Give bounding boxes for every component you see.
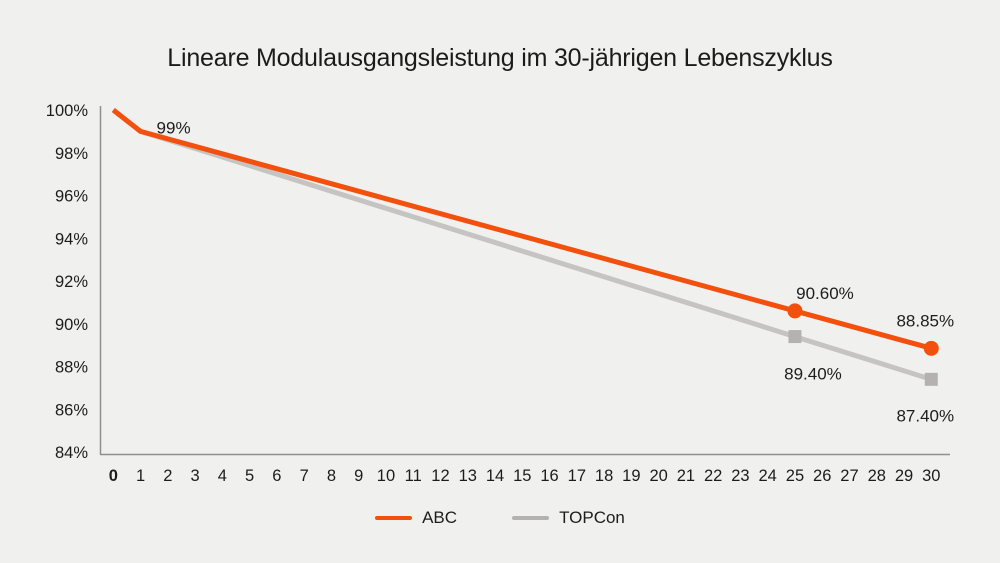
x-tick-label-14: 14 — [486, 467, 504, 485]
x-tick-label-19: 19 — [622, 467, 640, 485]
legend-label-topcon: TOPCon — [559, 508, 625, 527]
x-tick-label-3: 3 — [191, 467, 200, 485]
abc-marker-25 — [787, 303, 803, 319]
x-tick-label-17: 17 — [568, 467, 586, 485]
legend-item-topcon[interactable]: TOPCon — [512, 508, 625, 528]
topcon-data-label-89.40%: 89.40% — [784, 365, 842, 384]
x-tick-label-2: 2 — [163, 467, 172, 485]
topcon-line-swatch-icon — [512, 515, 550, 521]
x-tick-label-21: 21 — [677, 467, 695, 485]
y-tick-label-84: 84% — [55, 444, 88, 462]
x-tick-label-9: 9 — [354, 467, 363, 485]
y-tick-label-86: 86% — [55, 401, 88, 419]
y-tick-label-88: 88% — [55, 359, 88, 377]
x-tick-label-6: 6 — [272, 467, 281, 485]
x-tick-label-20: 20 — [649, 467, 667, 485]
x-tick-label-29: 29 — [895, 467, 913, 485]
x-tick-label-7: 7 — [300, 467, 309, 485]
chart-title: Lineare Modulausgangsleistung im 30-jähr… — [167, 44, 833, 72]
x-tick-label-11: 11 — [405, 467, 422, 485]
y-tick-label-92: 92% — [55, 273, 88, 291]
x-tick-label-18: 18 — [595, 467, 613, 485]
x-tick-label-25: 25 — [786, 467, 804, 485]
abc-line — [111, 108, 932, 351]
x-tick-label-22: 22 — [704, 467, 722, 485]
y-tick-label-96: 96% — [55, 188, 88, 206]
x-tick-label-12: 12 — [431, 467, 449, 485]
abc-data-label-90.60%: 90.60% — [796, 284, 854, 303]
x-tick-label-0: 0 — [109, 467, 118, 485]
x-tick-label-30: 30 — [922, 467, 940, 485]
abc-line-swatch-icon — [375, 515, 413, 521]
y-tick-label-90: 90% — [55, 316, 88, 334]
x-tick-label-8: 8 — [327, 467, 336, 485]
x-tick-label-5: 5 — [245, 467, 254, 485]
topcon-line — [111, 108, 933, 382]
x-tick-label-13: 13 — [459, 467, 477, 485]
y-tick-label-94: 94% — [55, 230, 88, 248]
legend: ABC TOPCon — [0, 508, 1000, 528]
x-tick-label-28: 28 — [868, 467, 886, 485]
legend-label-abc: ABC — [422, 508, 458, 527]
x-tick-label-26: 26 — [813, 467, 831, 485]
x-tick-label-1: 1 — [136, 467, 145, 485]
x-tick-label-24: 24 — [759, 467, 777, 485]
x-tick-label-15: 15 — [513, 467, 531, 485]
legend-item-abc[interactable]: ABC — [375, 508, 457, 528]
x-tick-label-27: 27 — [840, 467, 858, 485]
x-tick-label-16: 16 — [540, 467, 558, 485]
abc-data-label-88.85%: 88.85% — [896, 311, 954, 330]
x-tick-label-10: 10 — [377, 467, 395, 485]
topcon-marker-30 — [924, 372, 938, 386]
abc-marker-30 — [923, 340, 939, 356]
x-tick-label-23: 23 — [731, 467, 749, 485]
x-tick-label-4: 4 — [218, 467, 227, 485]
abc-data-label-99%: 99% — [157, 118, 191, 137]
y-tick-label-98: 98% — [55, 145, 88, 163]
y-tick-label-100: 100% — [46, 102, 89, 120]
topcon-data-label-87.40%: 87.40% — [896, 406, 954, 425]
topcon-marker-25 — [788, 330, 802, 344]
